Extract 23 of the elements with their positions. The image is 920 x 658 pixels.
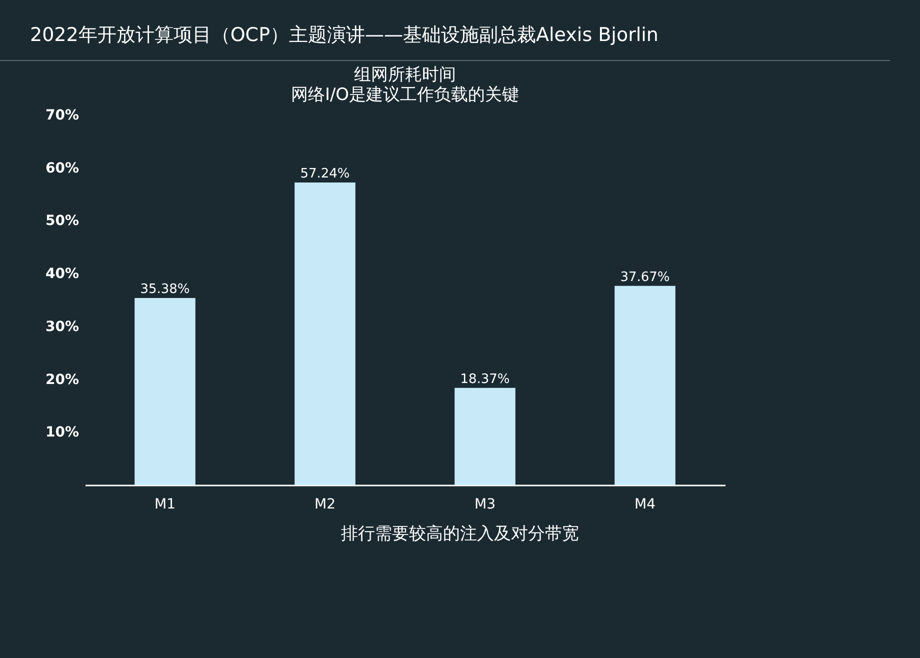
bar [294, 182, 356, 485]
y-tick-label: 70% [46, 108, 80, 124]
x-tick-label: M1 [154, 496, 176, 512]
y-tick-label: 10% [46, 424, 80, 441]
data-label: 57.24% [300, 166, 350, 182]
x-tick-label: M3 [474, 496, 496, 512]
x-tick-label: M2 [314, 496, 336, 512]
bar [134, 298, 196, 485]
chart-title: 组网所耗时间 [354, 65, 456, 85]
data-label: 37.67% [620, 270, 670, 285]
y-tick-label: 30% [46, 318, 80, 335]
y-tick-label: 20% [46, 372, 80, 388]
chart-subtitle: 网络I/O是建议工作负载的关键 [290, 85, 520, 105]
text: 排行需要较高的注入及对分带宽 [340, 523, 580, 545]
data-label: 35.38% [140, 282, 190, 297]
y-tick-label: 60% [46, 160, 80, 176]
bar [614, 286, 676, 485]
y-tick-label: 40% [46, 266, 80, 282]
bar [454, 388, 516, 485]
data-label: 18.37% [460, 372, 510, 387]
y-tick-label: 50% [46, 213, 80, 230]
x-tick-label: M4 [634, 496, 656, 512]
text: 2022年开放计算项目（OCP）主题演讲——基础设施副总裁Alexis Bjorlin [0, 0, 890, 61]
